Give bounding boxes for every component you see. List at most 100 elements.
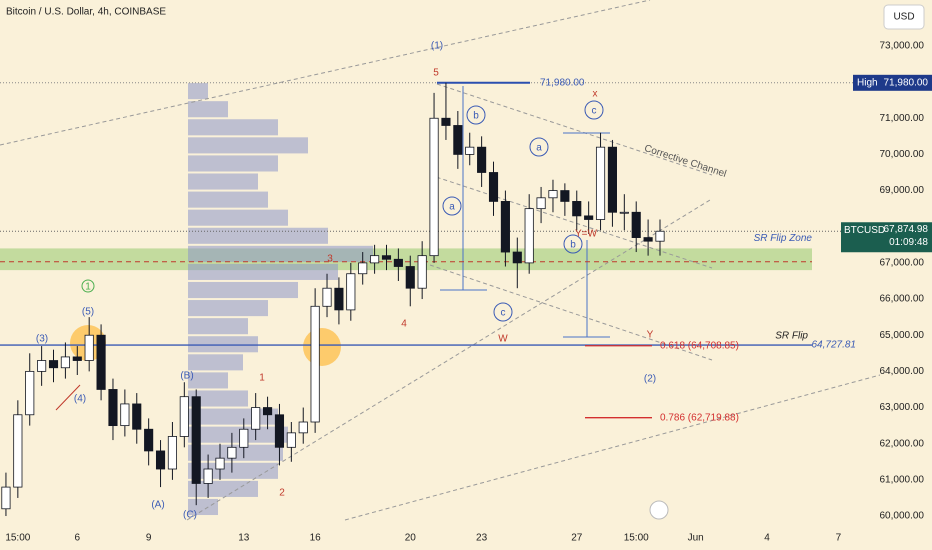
candle-body [48, 360, 59, 369]
x-tick-label: 13 [238, 533, 250, 544]
y-tick-label: 64,000.00 [880, 366, 925, 377]
wave-label: b [570, 240, 576, 251]
wave-label: 4 [401, 319, 407, 330]
wave-label: c [501, 308, 506, 319]
symbol: BTCUSD [844, 225, 885, 236]
countdown: 01:09:48 [889, 237, 928, 248]
candle-body [453, 125, 463, 155]
candle-body [595, 146, 606, 220]
candle-body [643, 237, 653, 242]
candle-body [572, 201, 582, 217]
axis-layer: 60,000.00 61,000.00 62,000.00 63,000.00 64,0… [5, 41, 932, 544]
volume-profile [188, 83, 373, 516]
x-tick-label: 4 [764, 533, 770, 544]
volume-bar [188, 462, 278, 479]
icon [649, 500, 669, 520]
x-tick-label: 23 [476, 533, 488, 544]
candle-body [631, 211, 641, 238]
candles [1, 82, 665, 517]
candle-body [227, 446, 237, 459]
candle-body [536, 197, 546, 210]
candle-body [120, 403, 130, 427]
candle-body [334, 287, 344, 311]
volume-bar [188, 336, 258, 353]
volume-bar [188, 209, 288, 226]
fib-label: 0.786 (62,719.88) [660, 412, 739, 423]
currency-button[interactable] [883, 4, 925, 30]
volume-bar [188, 83, 208, 100]
volume-bar [188, 137, 308, 154]
x-tick-label: 15:00 [5, 533, 30, 544]
candle-body [96, 334, 106, 390]
wave-label: (3) [36, 334, 48, 345]
volume-bar [188, 354, 243, 371]
last-price: 67,874.98 [884, 224, 929, 235]
candle-body [1, 486, 11, 510]
wave-circle [529, 137, 549, 157]
x-tick-label: 15:00 [624, 533, 649, 544]
y-tick-label: 69,000.00 [880, 185, 925, 196]
wave-label: 1 [85, 282, 91, 293]
volume-bar [188, 318, 248, 335]
wave-label: 5 [433, 68, 439, 79]
annotations: (1) 5 x b c a a b c Y=W 3 4 W Y (2) 1 2 (A) (B) (C) (3) (5) (4… [36, 41, 656, 521]
candle-body [465, 146, 475, 155]
candle-body [60, 356, 70, 369]
candle-body [84, 334, 94, 361]
volume-bar [188, 300, 268, 317]
candle-body [512, 251, 522, 264]
wave-label: Y [647, 330, 654, 341]
volume-bar [188, 281, 298, 299]
candle-body [239, 428, 249, 448]
volume-bar [188, 480, 258, 497]
candle-body [358, 262, 368, 275]
fib-label: 0.618 (64,708.85) [660, 340, 739, 351]
wave-label: 3 [327, 254, 333, 265]
sr-flip-label: SR Flip [775, 331, 808, 342]
candle-body [37, 360, 47, 372]
wave-circle [81, 279, 95, 293]
sr-flip-zone-label: SR Flip Zone [754, 233, 813, 244]
candle-body [13, 414, 23, 488]
candle-body [477, 146, 487, 173]
candle-body [25, 370, 35, 416]
y-tick-label: 67,000.00 [880, 258, 925, 269]
candle-body [429, 117, 439, 257]
chart-title: Bitcoin / U.S. Dollar, 4h, COINBASE [6, 7, 166, 18]
candle-body [274, 414, 285, 448]
candle-body [263, 407, 273, 416]
high-tag [853, 74, 932, 91]
candle-body [393, 258, 403, 267]
y-tick-label: 66,000.00 [880, 294, 925, 305]
candle-body [322, 287, 332, 307]
candle-body [179, 396, 189, 437]
candle-body [548, 190, 558, 199]
volume-bar [188, 372, 228, 389]
wave-label: 1 [259, 373, 265, 384]
candle-body [441, 117, 451, 126]
volume-bar [188, 101, 228, 118]
wave-circle [563, 234, 583, 254]
wave-circle [466, 105, 486, 125]
y-tick-label: 73,000.00 [880, 41, 925, 52]
volume-bar [188, 498, 218, 516]
y-tick-label: 60,000.00 [880, 511, 925, 522]
x-tick-label: 27 [571, 533, 583, 544]
highlight-circle [303, 328, 341, 366]
wave-circle [493, 302, 513, 322]
volume-bar [188, 191, 268, 208]
volume-bar [188, 390, 248, 407]
volume-bar [188, 119, 278, 136]
candle-body [72, 356, 82, 361]
trendline [436, 83, 713, 176]
wave-label: (2) [644, 374, 656, 385]
volume-bar [188, 426, 288, 443]
candle-body [108, 389, 118, 427]
wave-circle [442, 196, 462, 216]
candle-body [191, 396, 201, 484]
candle-body [144, 428, 154, 452]
candle-body [203, 468, 213, 484]
candle-body [215, 457, 225, 470]
wave-label: Y=W [575, 229, 598, 240]
y-tick-label: 62,000.00 [880, 438, 925, 449]
